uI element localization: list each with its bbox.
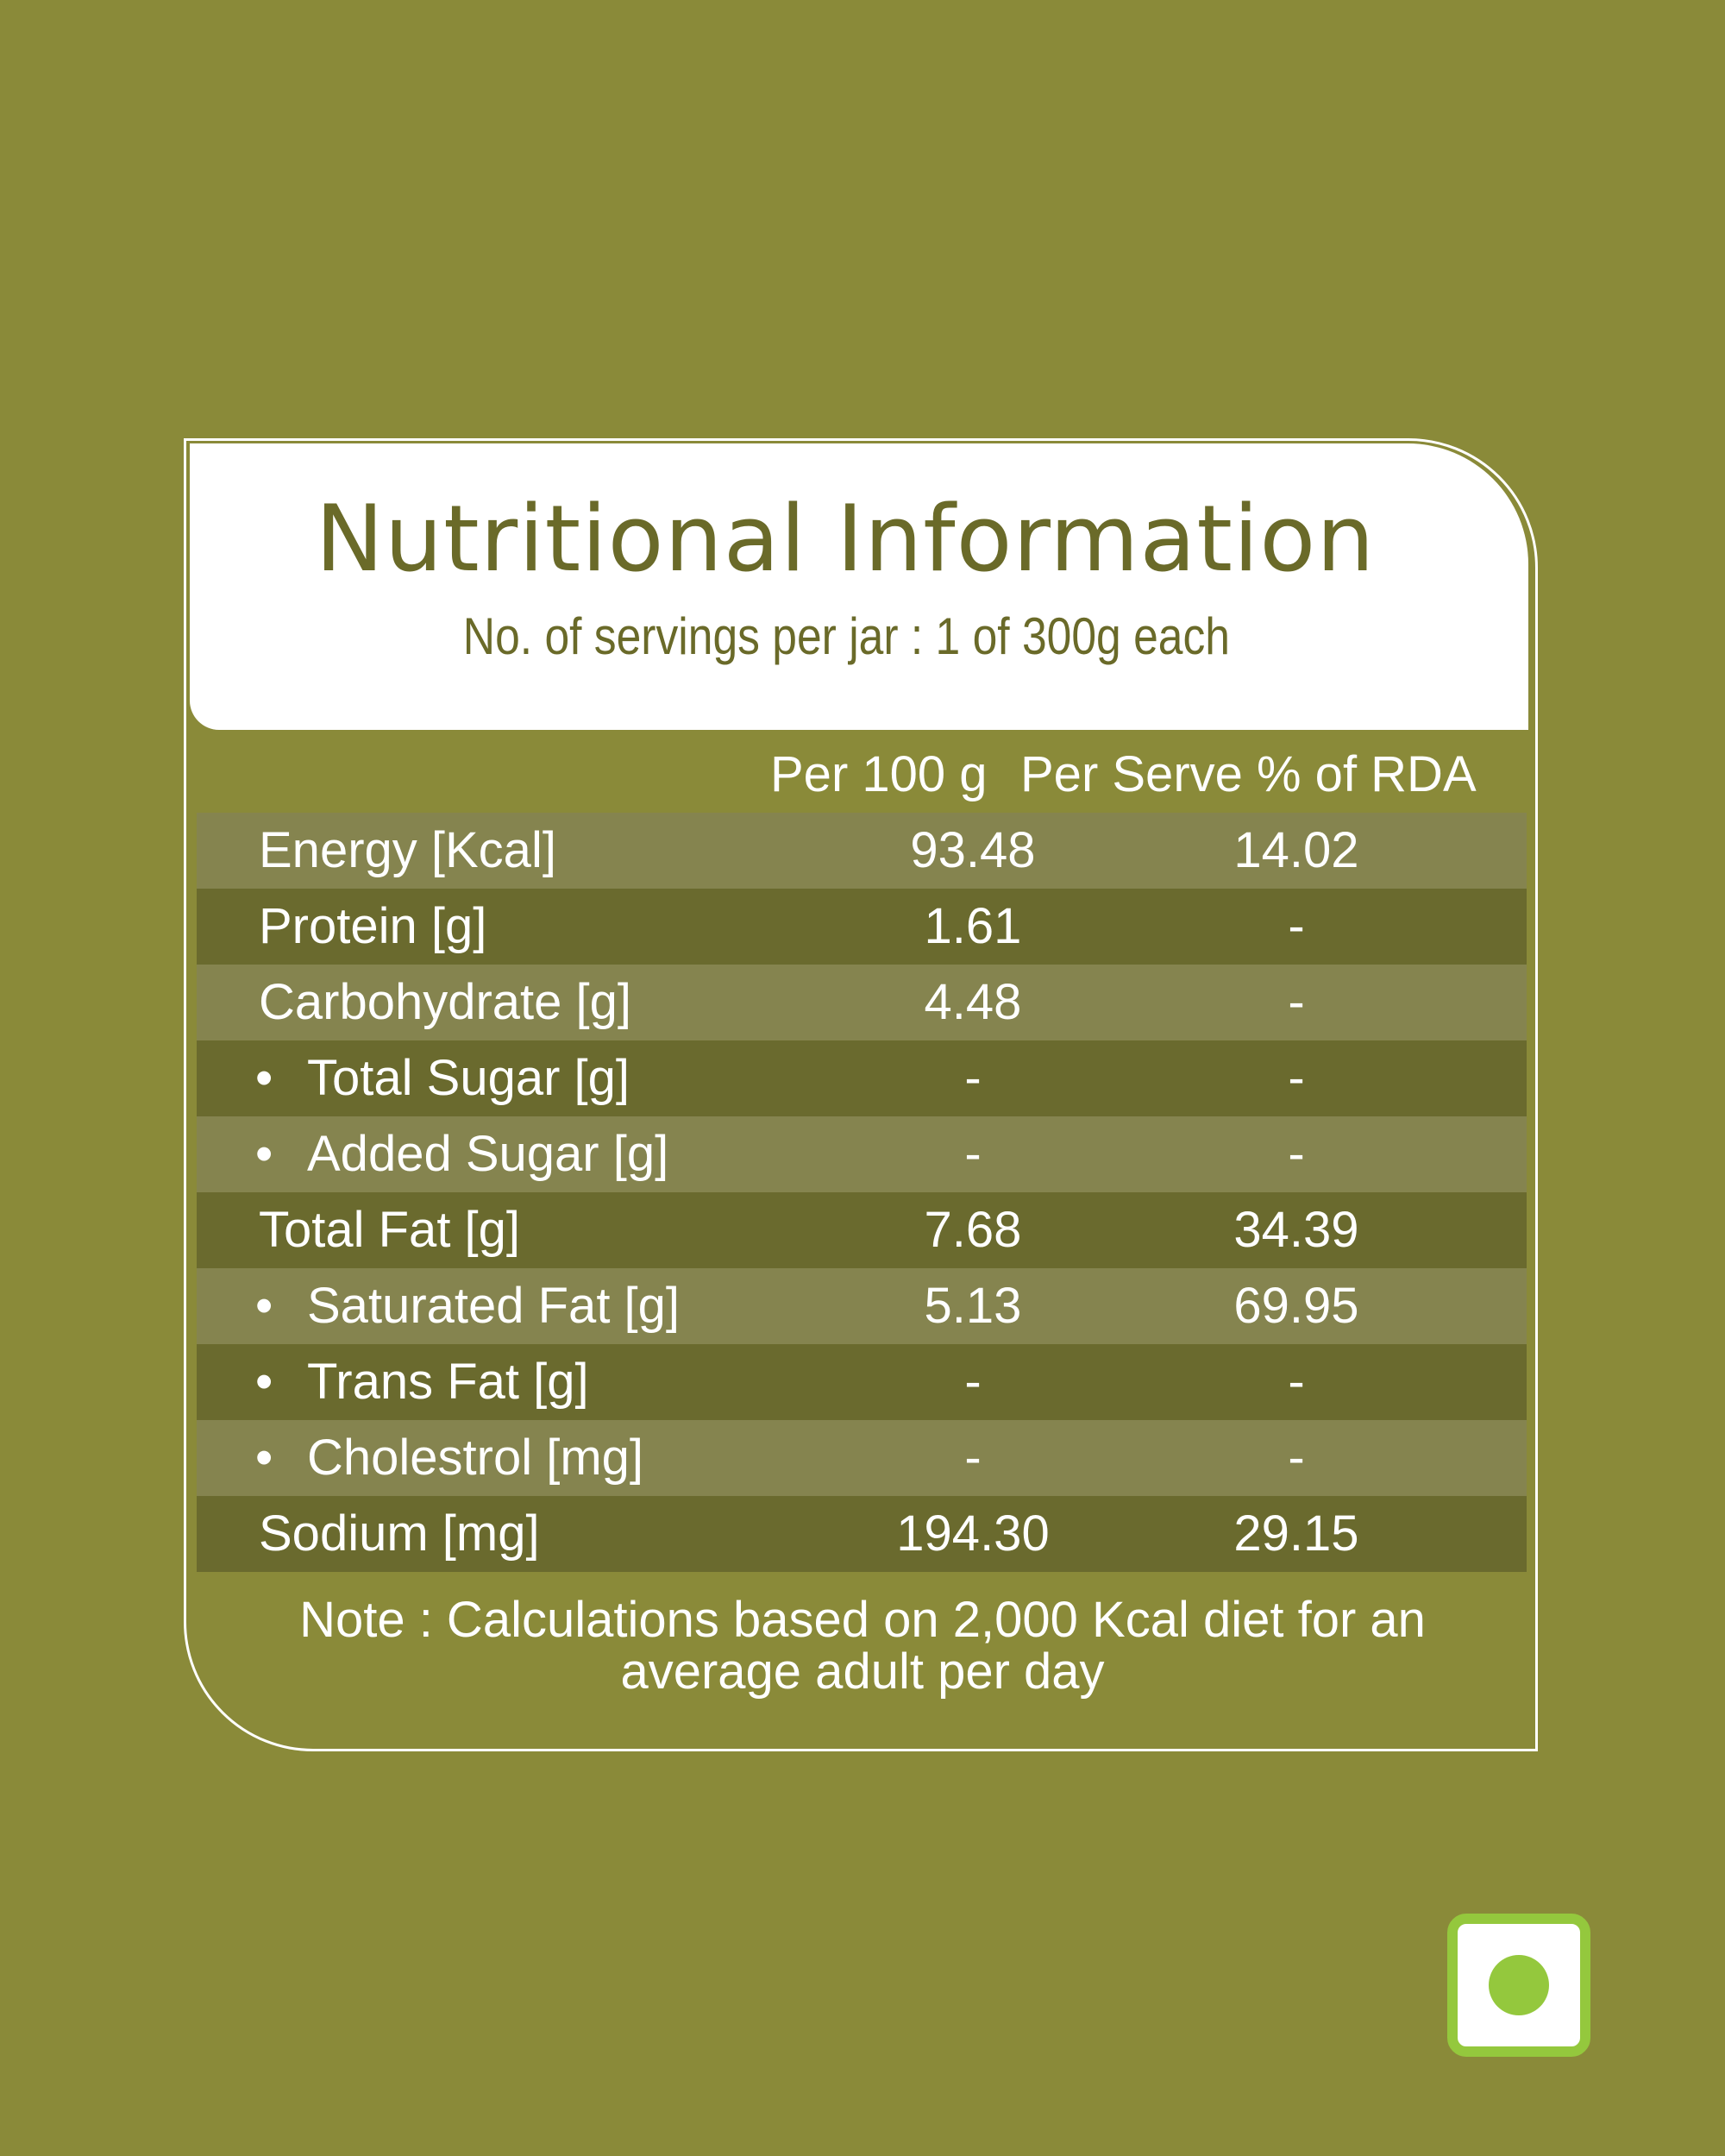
- table-row: • Cholestrol [mg] - -: [197, 1420, 1527, 1496]
- value-per-serve-rda: 29.15: [1233, 1505, 1359, 1562]
- footnote: Note : Calculations based on 2,000 Kcal …: [0, 1594, 1725, 1698]
- nutrient-label: Sodium [mg]: [259, 1496, 540, 1572]
- value-per-100g: 1.61: [924, 898, 1022, 954]
- table-row: • Saturated Fat [g] 5.13 69.95: [197, 1268, 1527, 1344]
- footnote-line-2: average adult per day: [620, 1644, 1105, 1700]
- nutrient-label: Carbohydrate [g]: [259, 965, 631, 1040]
- nutrient-label: Total Fat [g]: [259, 1192, 520, 1268]
- nutrient-label-text: Sodium [mg]: [259, 1505, 540, 1562]
- value-per-100g: -: [964, 1354, 982, 1410]
- nutrient-label: • Saturated Fat [g]: [255, 1268, 680, 1344]
- table-row: • Trans Fat [g] - -: [197, 1344, 1527, 1420]
- column-header-per-serve-rda: Per Serve % of RDA: [1020, 746, 1477, 802]
- value-per-100g: -: [964, 1050, 982, 1106]
- table-row: • Added Sugar [g] - -: [197, 1116, 1527, 1192]
- nutrient-label-text: Total Sugar [g]: [307, 1050, 630, 1106]
- table-row: Protein [g] 1.61 -: [197, 889, 1527, 965]
- value-per-serve-rda: -: [1288, 898, 1305, 954]
- bullet-icon: •: [255, 1354, 273, 1410]
- value-per-100g: -: [964, 1126, 982, 1182]
- servings-subtitle: No. of servings per jar : 1 of 300g each: [462, 607, 1230, 665]
- value-per-100g: 7.68: [924, 1202, 1022, 1258]
- table-row: Sodium [mg] 194.30 29.15: [197, 1496, 1527, 1572]
- value-per-100g: 4.48: [924, 974, 1022, 1030]
- table-row: Energy [Kcal] 93.48 14.02: [197, 813, 1527, 889]
- nutrient-label: • Added Sugar [g]: [255, 1116, 668, 1192]
- value-per-serve-rda: 69.95: [1233, 1278, 1359, 1334]
- value-per-100g: -: [964, 1430, 982, 1486]
- value-per-100g: 5.13: [924, 1278, 1022, 1334]
- nutrient-label-text: Carbohydrate [g]: [259, 974, 632, 1030]
- value-per-serve-rda: -: [1288, 1430, 1305, 1486]
- footnote-line-1: Note : Calculations based on 2,000 Kcal …: [299, 1592, 1426, 1648]
- table-row: Total Fat [g] 7.68 34.39: [197, 1192, 1527, 1268]
- header-box: [190, 443, 1528, 730]
- bullet-icon: •: [255, 1430, 273, 1486]
- value-per-serve-rda: -: [1288, 974, 1305, 1030]
- nutrient-label-text: Energy [Kcal]: [259, 822, 556, 878]
- bullet-icon: •: [255, 1050, 273, 1106]
- value-per-serve-rda: 34.39: [1233, 1202, 1359, 1258]
- value-per-serve-rda: -: [1288, 1050, 1305, 1106]
- nutrient-label: • Total Sugar [g]: [255, 1040, 630, 1116]
- nutrient-label-text: Cholestrol [mg]: [307, 1430, 644, 1486]
- nutrient-label: • Cholestrol [mg]: [255, 1420, 643, 1496]
- nutrient-label: Protein [g]: [259, 889, 486, 965]
- nutrient-label-text: Total Fat [g]: [259, 1202, 521, 1258]
- column-header-per-100g: Per 100 g: [770, 746, 988, 802]
- nutrient-label: • Trans Fat [g]: [255, 1344, 589, 1420]
- value-per-100g: 93.48: [910, 822, 1036, 878]
- vegetarian-symbol-icon: [1447, 1914, 1590, 2057]
- vegetarian-dot-icon: [1489, 1955, 1549, 2015]
- nutrient-label: Energy [Kcal]: [259, 813, 556, 889]
- page-title: Nutritional Information: [315, 486, 1376, 592]
- nutrient-label-text: Trans Fat [g]: [307, 1354, 589, 1410]
- nutrient-label-text: Protein [g]: [259, 898, 487, 954]
- bullet-icon: •: [255, 1278, 273, 1334]
- value-per-serve-rda: -: [1288, 1354, 1305, 1410]
- value-per-serve-rda: -: [1288, 1126, 1305, 1182]
- table-row: • Total Sugar [g] - -: [197, 1040, 1527, 1116]
- table-row: Carbohydrate [g] 4.48 -: [197, 965, 1527, 1040]
- bullet-icon: •: [255, 1126, 273, 1182]
- nutrient-label-text: Saturated Fat [g]: [307, 1278, 681, 1334]
- nutrition-panel-border: [184, 438, 1538, 1751]
- value-per-serve-rda: 14.02: [1233, 822, 1359, 878]
- value-per-100g: 194.30: [896, 1505, 1050, 1562]
- nutrient-label-text: Added Sugar [g]: [307, 1126, 669, 1182]
